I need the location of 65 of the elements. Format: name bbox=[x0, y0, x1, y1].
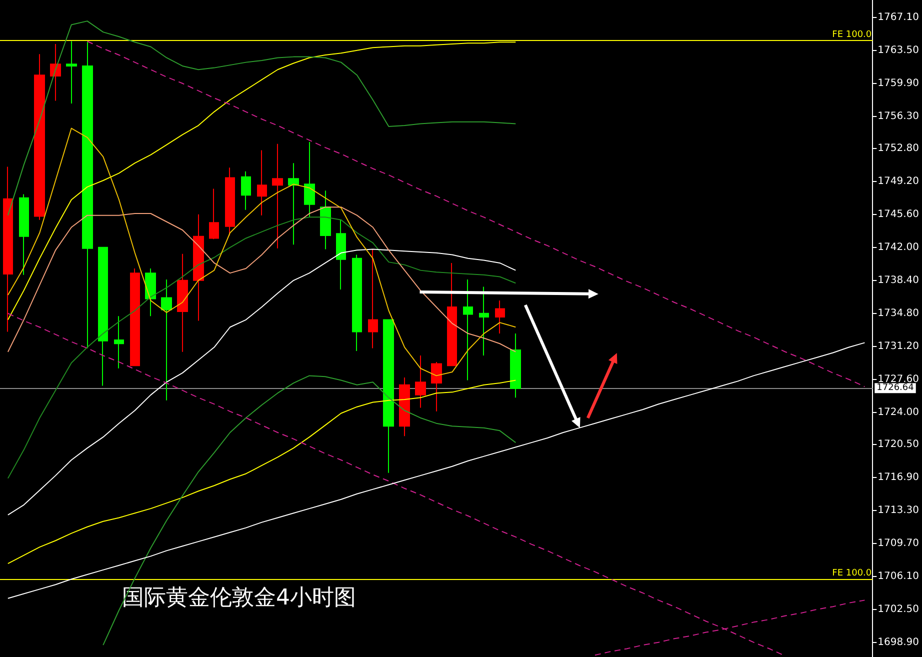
candlestick bbox=[177, 253, 188, 352]
ref-line-label: 1726.64 bbox=[876, 383, 914, 394]
y-tick-label: 1742.00 bbox=[878, 242, 920, 253]
candlestick bbox=[19, 194, 29, 276]
candlestick bbox=[336, 219, 346, 290]
y-tick-label: 1745.60 bbox=[878, 208, 920, 220]
candlestick bbox=[257, 150, 267, 216]
candlestick bbox=[510, 333, 521, 398]
y-tick-label: 1767.10 bbox=[878, 12, 920, 23]
candlestick bbox=[288, 162, 299, 246]
candlestick bbox=[193, 214, 204, 322]
candlestick bbox=[161, 278, 172, 401]
candlestick bbox=[241, 170, 251, 210]
candlestick bbox=[447, 262, 457, 366]
ref-line-label: FE 100.0 bbox=[832, 30, 872, 40]
line-series bbox=[7, 248, 516, 516]
candlestick bbox=[50, 43, 61, 102]
candlestick bbox=[114, 316, 124, 369]
candlestick bbox=[320, 190, 331, 250]
candlestick bbox=[82, 42, 93, 349]
y-tick-label: 1727.60 bbox=[878, 374, 920, 385]
line-series bbox=[7, 20, 516, 216]
y-tick-label: 1731.20 bbox=[878, 340, 920, 352]
candlestick bbox=[431, 361, 442, 412]
ref-line-label: FE 100.0 bbox=[832, 568, 872, 579]
candlestick bbox=[225, 167, 235, 236]
y-tick-label: 1702.50 bbox=[878, 604, 920, 615]
candlestick bbox=[145, 268, 156, 317]
candlestick bbox=[3, 166, 13, 332]
y-tick-label: 1716.90 bbox=[878, 472, 920, 483]
y-tick-label: 1759.90 bbox=[878, 78, 920, 89]
y-tick-label: 1709.70 bbox=[878, 538, 920, 549]
candlestick bbox=[130, 268, 140, 366]
candlestick bbox=[98, 246, 108, 386]
y-tick-label: 1720.50 bbox=[878, 438, 920, 450]
line-series bbox=[7, 206, 516, 352]
candlestick bbox=[209, 188, 219, 240]
y-tick-label: 1734.80 bbox=[878, 308, 920, 319]
y-tick-label: 1724.00 bbox=[878, 406, 920, 418]
candlestick bbox=[463, 278, 473, 381]
y-tick-label: 1738.40 bbox=[878, 274, 920, 286]
line-series bbox=[7, 128, 516, 376]
y-tick-label: 1698.90 bbox=[878, 636, 920, 648]
candlestick bbox=[399, 377, 410, 437]
line-series bbox=[102, 375, 516, 646]
line-series bbox=[86, 40, 866, 388]
candlestick bbox=[272, 143, 283, 249]
candlestick bbox=[304, 142, 315, 218]
candlestick bbox=[383, 319, 394, 474]
y-tick-label: 1763.50 bbox=[878, 44, 920, 56]
y-tick-label: 1706.10 bbox=[878, 570, 920, 582]
candlestick bbox=[368, 248, 378, 349]
candlestick bbox=[34, 54, 45, 220]
y-tick-label: 1713.30 bbox=[878, 504, 920, 516]
candlestick bbox=[495, 300, 505, 334]
line-series bbox=[7, 380, 516, 564]
candlestick bbox=[66, 40, 77, 104]
candlestick bbox=[415, 355, 426, 408]
y-tick-label: 1756.30 bbox=[878, 110, 920, 122]
candlestick bbox=[479, 286, 489, 356]
y-tick-label: 1752.80 bbox=[878, 142, 920, 154]
line-series bbox=[7, 216, 516, 479]
text: 国际黄金伦敦金4小时图 bbox=[122, 586, 356, 610]
y-tick-label: 1749.20 bbox=[878, 176, 920, 187]
candlestick bbox=[352, 254, 362, 352]
